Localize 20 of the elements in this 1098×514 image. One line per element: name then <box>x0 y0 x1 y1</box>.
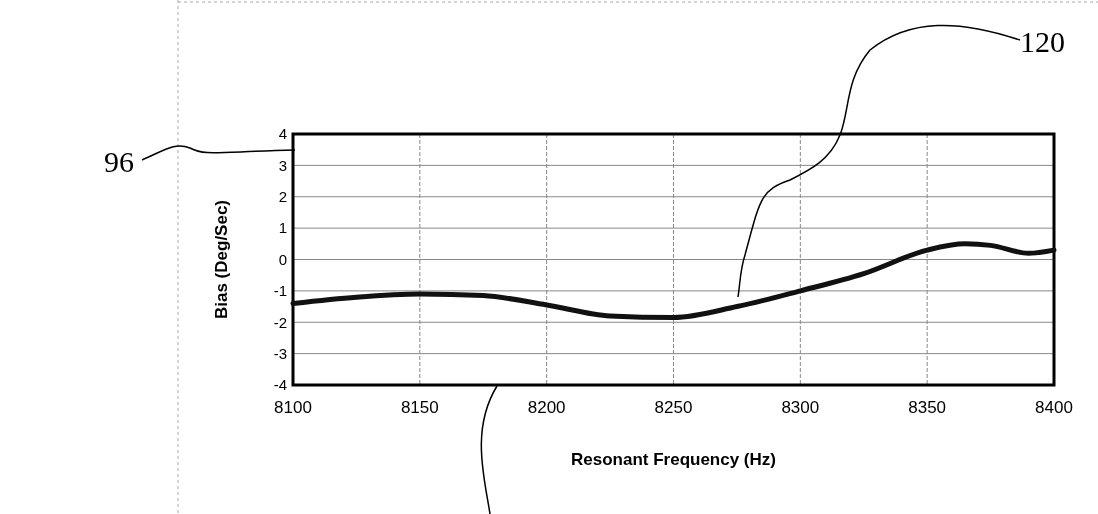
y-tick-label: 3 <box>278 156 287 174</box>
y-tick-label: 4 <box>278 125 287 143</box>
x-axis-title: Resonant Frequency (Hz) <box>571 450 776 469</box>
x-tick-label: 8200 <box>527 398 566 417</box>
x-tick-label: 8300 <box>781 398 820 417</box>
y-tick-label: -1 <box>273 282 287 300</box>
x-tick-label: 8100 <box>274 398 312 417</box>
y-tick-label: -3 <box>273 344 287 362</box>
x-tick-label: 8350 <box>908 398 947 417</box>
y-tick-label: 2 <box>278 188 287 205</box>
text: 120 <box>1020 25 1065 58</box>
y-axis-title: Bias (Deg/Sec) <box>212 199 231 320</box>
y-tick-label: -2 <box>273 313 287 331</box>
x-tick-label: 8150 <box>400 398 439 417</box>
y-tick-label: -4 <box>273 376 287 394</box>
x-tick-label: 8250 <box>654 398 693 417</box>
y-tick-label: 0 <box>278 250 287 268</box>
text: 96 <box>104 145 134 178</box>
y-tick-label: 1 <box>278 219 287 237</box>
x-tick-label: 8400 <box>1035 398 1073 417</box>
